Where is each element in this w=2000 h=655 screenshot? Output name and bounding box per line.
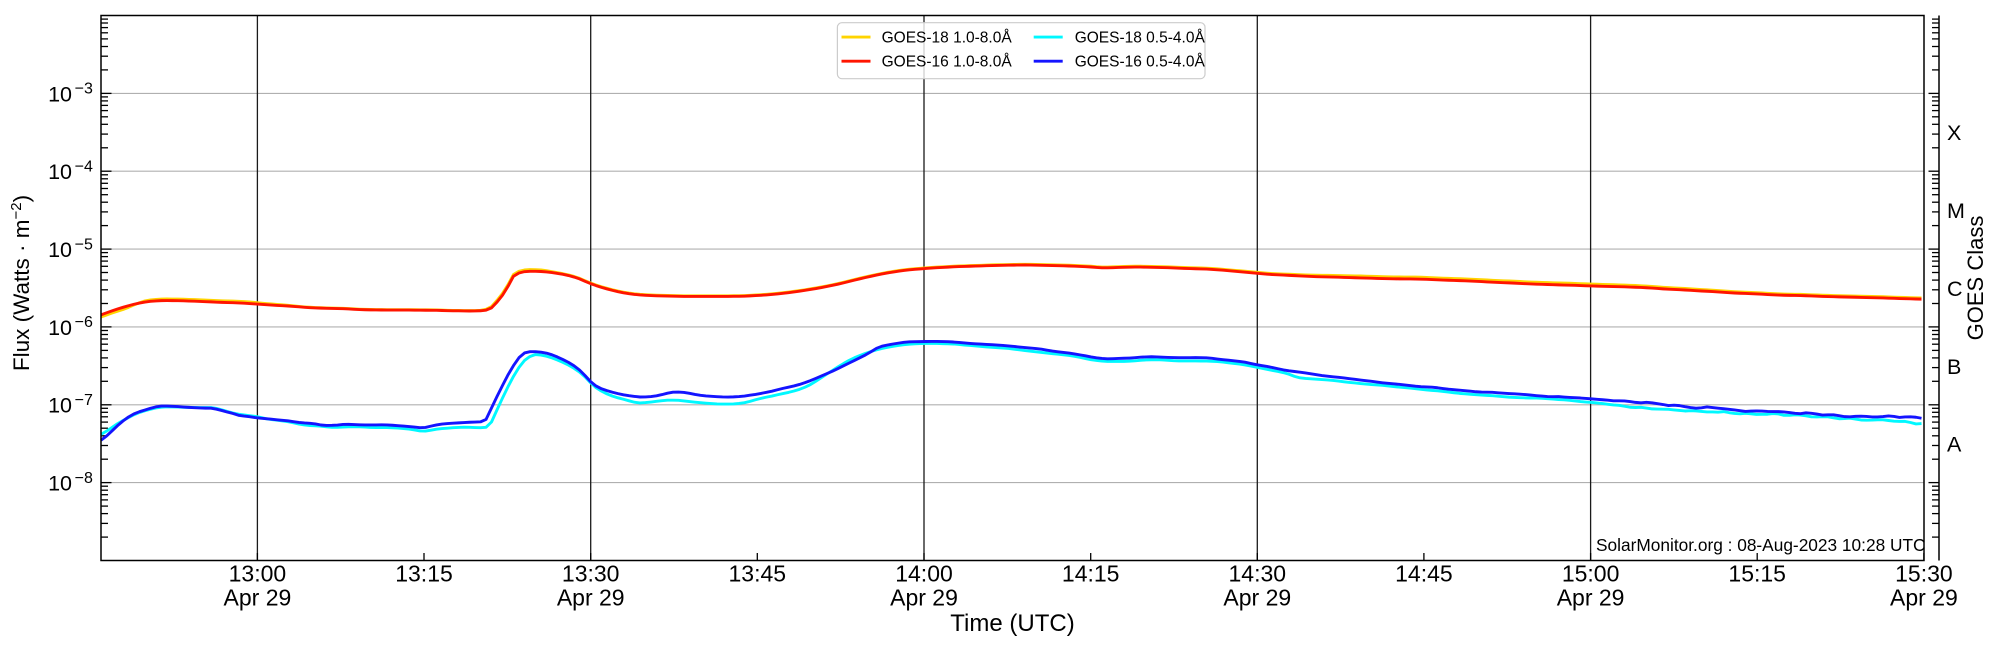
svg-text:13:45: 13:45 — [729, 561, 787, 587]
svg-text:Apr 29: Apr 29 — [1223, 585, 1291, 611]
svg-text:GOES-18 1.0-8.0Å: GOES-18 1.0-8.0Å — [882, 30, 1013, 47]
svg-text:13:15: 13:15 — [395, 561, 453, 587]
svg-text:GOES Class: GOES Class — [1963, 216, 1988, 341]
svg-text:−5: −5 — [75, 236, 93, 253]
svg-text:GOES-16 1.0-8.0Å: GOES-16 1.0-8.0Å — [882, 54, 1013, 71]
svg-text:10: 10 — [48, 82, 72, 106]
svg-text:13:00: 13:00 — [229, 561, 287, 587]
svg-text:M: M — [1947, 199, 1965, 223]
svg-text:B: B — [1947, 355, 1961, 379]
svg-text:15:15: 15:15 — [1728, 561, 1786, 587]
svg-text:X: X — [1947, 121, 1961, 145]
svg-text:Apr 29: Apr 29 — [890, 585, 958, 611]
svg-text:10: 10 — [48, 472, 72, 496]
svg-text:GOES-18 0.5-4.0Å: GOES-18 0.5-4.0Å — [1075, 30, 1206, 47]
svg-text:−8: −8 — [75, 470, 93, 487]
svg-text:10: 10 — [48, 316, 72, 340]
svg-text:10: 10 — [48, 394, 72, 418]
svg-text:15:00: 15:00 — [1562, 561, 1620, 587]
svg-text:10: 10 — [48, 238, 72, 262]
svg-text:−6: −6 — [75, 314, 93, 331]
svg-text:Flux (Watts · m−2): Flux (Watts · m−2) — [8, 195, 34, 371]
svg-text:14:45: 14:45 — [1395, 561, 1453, 587]
svg-text:Apr 29: Apr 29 — [1557, 585, 1625, 611]
svg-text:A: A — [1947, 433, 1962, 457]
svg-text:SolarMonitor.org : 08-Aug-2023: SolarMonitor.org : 08-Aug-2023 10:28 UTC — [1596, 535, 1925, 555]
svg-text:13:30: 13:30 — [562, 561, 620, 587]
svg-text:Apr 29: Apr 29 — [224, 585, 292, 611]
svg-text:−4: −4 — [75, 158, 93, 175]
svg-text:10: 10 — [48, 160, 72, 184]
svg-text:14:15: 14:15 — [1062, 561, 1120, 587]
svg-text:Time (UTC): Time (UTC) — [950, 610, 1074, 637]
svg-text:Apr 29: Apr 29 — [557, 585, 625, 611]
svg-text:C: C — [1947, 277, 1963, 301]
svg-text:−3: −3 — [75, 81, 93, 98]
svg-text:Apr 29: Apr 29 — [1890, 585, 1958, 611]
svg-text:−7: −7 — [75, 392, 93, 409]
svg-text:14:00: 14:00 — [895, 561, 953, 587]
svg-text:15:30: 15:30 — [1895, 561, 1953, 587]
svg-text:GOES-16 0.5-4.0Å: GOES-16 0.5-4.0Å — [1075, 54, 1206, 71]
svg-text:14:30: 14:30 — [1229, 561, 1287, 587]
